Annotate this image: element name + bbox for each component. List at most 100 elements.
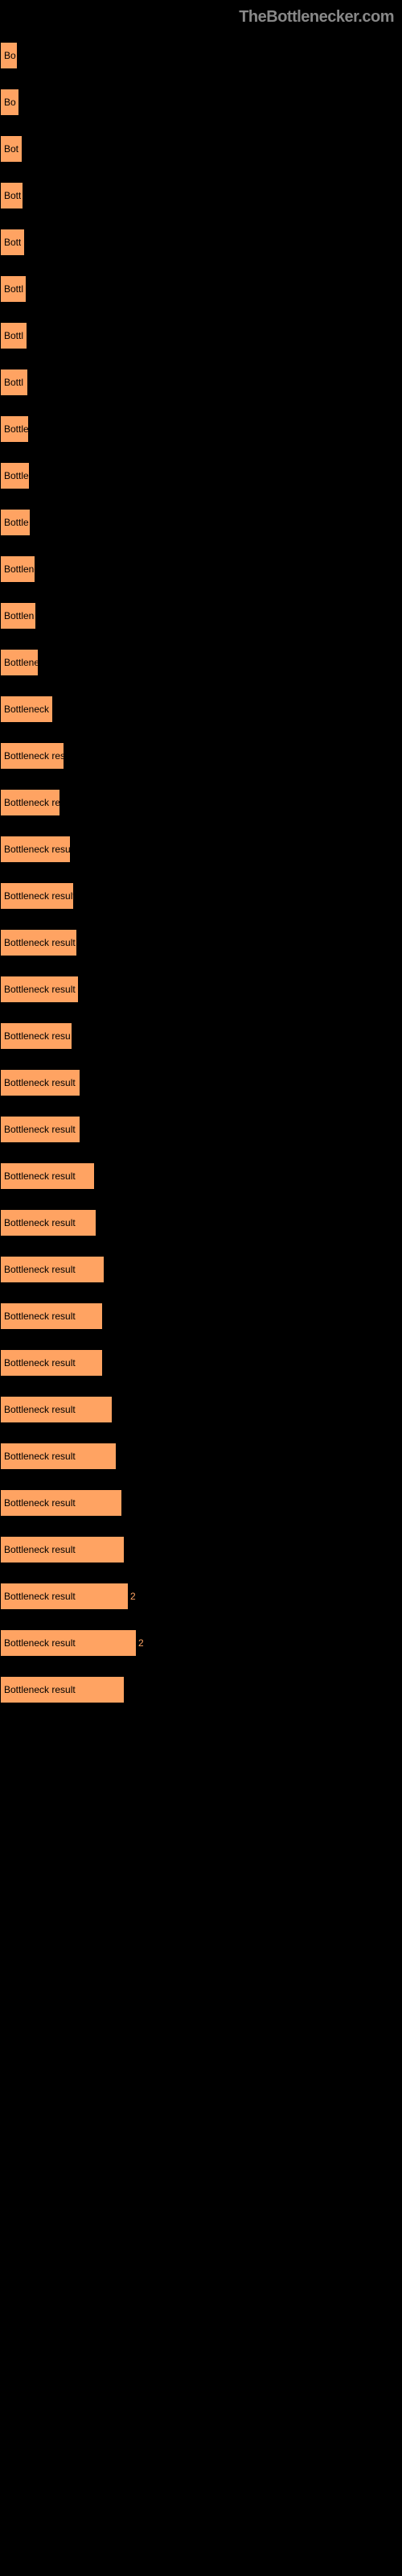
bar-row: Bott [0,172,402,219]
bar-row: Bottleneck result [0,966,402,1013]
bottleneck-bar: Bottleneck result [0,1396,113,1423]
bar-row: Bo [0,79,402,126]
bar-label: Bottle [4,470,29,481]
bottleneck-bar: Bottleneck result [0,1162,95,1190]
bar-row: Bott [0,219,402,266]
bottleneck-bar: Bottleneck result [0,1536,125,1563]
bottleneck-bar: Bottleneck result [0,976,79,1003]
bottleneck-bar: Bottleneck result [0,929,77,956]
bar-label: Bottleneck result [4,1077,76,1088]
bar-label: Bott [4,237,21,248]
bar-label: Bottleneck result [4,1217,76,1228]
bottleneck-bar: Bottleneck result [0,1116,80,1143]
bar-label: Bottle [4,517,29,528]
bar-row: Bottlene [0,546,402,592]
bar-row: Bottleneck result 2 [0,1620,402,1666]
bar-row: Bottleneck result [0,1526,402,1573]
bottleneck-bar: Bottleneck result [0,1209,96,1236]
bottleneck-bar: Bottleneck result [0,1302,103,1330]
bar-row: Bottleneck result [0,1386,402,1433]
bar-row: Bottle [0,499,402,546]
bar-label: Bottleneck result [4,890,73,902]
bar-row: Bottleneck re [0,779,402,826]
bar-label: Bottl [4,330,23,341]
bar-label: Bottleneck re [4,797,59,808]
bar-row: Bottleneck result [0,1059,402,1106]
bar-row: Bottleneck result [0,1666,402,1713]
bar-label: Bottl [4,377,23,388]
bar-row: Bottleneck result [0,826,402,873]
bar-label: Bottleneck result [4,1591,76,1602]
bottleneck-bar: Bottle [0,415,29,443]
bar-row: Bottleneck result [0,1340,402,1386]
bar-row: Bottleneck result 2 [0,1573,402,1620]
bottleneck-bar: Bottlene [0,555,35,583]
bar-row: Bottle [0,406,402,452]
bottleneck-bar: Bottle [0,509,31,536]
bar-label: Bottleneck result [4,984,76,995]
bar-row: Bottleneck resu [0,1013,402,1059]
bar-row: Bottleneck result [0,1480,402,1526]
bottleneck-bar: Bo [0,42,18,69]
bar-row: Bottl [0,266,402,312]
bar-label: Bottleneck result [4,1451,76,1462]
bottleneck-bar: Bottle [0,462,30,489]
bottleneck-bar: Bo [0,89,19,116]
bar-row: Bottle [0,452,402,499]
bottleneck-bar: Bottleneck result [0,836,71,863]
bottleneck-bar: Bottleneck result [0,1349,103,1377]
bar-row: Bottleneck result [0,1293,402,1340]
bar-label: Bo [4,50,16,61]
bottleneck-bar: Bottleneck re [0,789,60,816]
bar-label: Bottl [4,283,23,295]
bar-row: Bottleneck resu [0,733,402,779]
bar-label: Bottleneck resu [4,750,64,762]
bottleneck-bar: Bottl [0,369,28,396]
bottleneck-bar: Bottleneck result [0,1256,105,1283]
bar-label: Bottleneck result [4,1311,76,1322]
bar-row: Bottleneck result [0,1199,402,1246]
bottleneck-bar: Bott [0,182,23,209]
bar-label: Bottleneck r [4,704,52,715]
bar-label: Bottleneck result [4,1404,76,1415]
bar-row: Bottleneck result [0,1246,402,1293]
bottleneck-bar: Bottl [0,275,27,303]
bottleneck-bar: Bottleneck result [0,1676,125,1703]
bar-row: Bottleneck result [0,1433,402,1480]
bottleneck-bar: Bottleneck resu [0,742,64,770]
bottleneck-bar: Bottleneck result [0,1583,129,1610]
bottleneck-bar: Bottl [0,322,27,349]
bottleneck-bar: Bottleneck result [0,1443,117,1470]
bottleneck-bar: Bottleneck r [0,696,53,723]
bottleneck-bar: Bottleneck result [0,1489,122,1517]
bar-label: Bottleneck result [4,1357,76,1368]
bar-label: Bottlene [4,657,38,668]
bar-label: Bott [4,190,21,201]
bar-label: Bottlene [4,564,35,575]
bar-label: Bottlen [4,610,34,621]
bottleneck-bar: Bottleneck result [0,882,74,910]
bottleneck-bar: Bottleneck result [0,1629,137,1657]
bar-trailing-value: 2 [138,1637,144,1649]
bar-label: Bot [4,143,18,155]
bar-label: Bottleneck result [4,1497,76,1509]
bar-row: Bottleneck result [0,1106,402,1153]
watermark-text: TheBottlenecker.com [239,8,394,27]
bar-row: Bo [0,32,402,79]
bottleneck-bar: Bottlen [0,602,36,630]
bottleneck-bar: Bottleneck resu [0,1022,72,1050]
bar-label: Bottleneck resu [4,1030,71,1042]
bar-label: Bottleneck result [4,1637,76,1649]
bar-label: Bo [4,97,16,108]
bar-row: Bottleneck result [0,1153,402,1199]
bar-label: Bottleneck result [4,1124,76,1135]
bar-label: Bottleneck result [4,1264,76,1275]
bottleneck-bar: Bottleneck result [0,1069,80,1096]
bottleneck-bar: Bottlene [0,649,39,676]
bar-label: Bottleneck result [4,1170,76,1182]
bar-row: Bot [0,126,402,172]
bar-label: Bottleneck result [4,1544,76,1555]
bar-row: Bottlen [0,592,402,639]
bar-trailing-value: 2 [130,1591,136,1602]
bar-chart: Bo Bo Bot Bott Bott Bottl Bottl Bottl Bottle Bott… [0,0,402,1713]
